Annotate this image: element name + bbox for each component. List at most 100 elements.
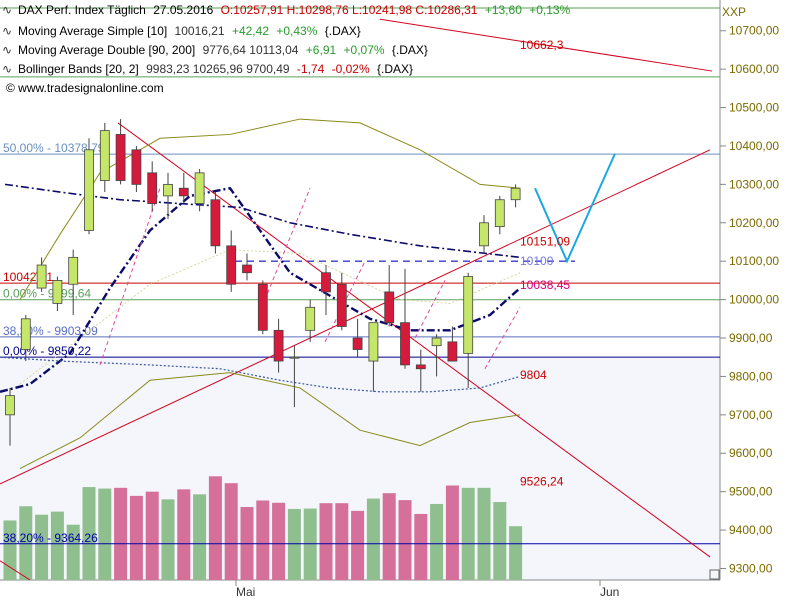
- volume-bar: [66, 524, 80, 580]
- forecast-path: [534, 153, 616, 264]
- wave-icon: ∿: [1, 24, 13, 38]
- indicator-name: Bollinger Bands [20, 2]: [18, 62, 139, 76]
- volume-bar: [351, 510, 365, 580]
- level-label: 0,00% - 9999,64: [3, 287, 91, 301]
- y-tick-label: 10300,00: [729, 177, 779, 191]
- volume-bar: [82, 487, 96, 580]
- candle-body: [494, 199, 505, 228]
- candle-body: [384, 291, 395, 324]
- candle-body: [178, 187, 189, 197]
- candle-body: [163, 183, 173, 197]
- candle-body: [210, 199, 221, 247]
- volume-bar: [161, 499, 175, 580]
- volume-bar: [382, 493, 396, 580]
- candle-body: [447, 341, 458, 362]
- wave-icon: ∿: [1, 3, 13, 17]
- bollinger-middle: [19, 249, 521, 385]
- volume-bar: [256, 500, 270, 580]
- candle: [321, 265, 331, 315]
- candle: [447, 326, 458, 362]
- candle: [147, 161, 158, 212]
- x-tick-label: Mai: [236, 585, 255, 599]
- volume-bar: [366, 498, 380, 580]
- indicator-symbol: {.DAX}: [391, 43, 428, 57]
- source-credit: © www.tradesignalonline.com: [6, 81, 164, 95]
- candle-body: [336, 283, 347, 327]
- candle: [20, 314, 31, 362]
- indicator-change: +42,42: [231, 24, 269, 38]
- indicator-name: Moving Average Double [90, 200]: [18, 43, 196, 57]
- y-tick-label: 9400,00: [729, 523, 773, 537]
- y-tick-label: 10700,00: [729, 24, 779, 38]
- y-tick-label: 10100,00: [729, 254, 779, 268]
- instrument-header: ∿ DAX Perf. Index Täglich 27.05.2016 O:10…: [0, 3, 574, 17]
- indicator-symbol: {.DAX}: [377, 62, 414, 76]
- trend-line-top: [379, 18, 713, 72]
- candle: [494, 195, 505, 235]
- volume-bar: [461, 487, 475, 580]
- trend-line-down: [117, 122, 711, 558]
- y-tick-label: 9600,00: [729, 446, 773, 460]
- resize-icon: [709, 569, 720, 580]
- candle-body: [20, 318, 31, 350]
- annotation-label: 10151,09: [520, 235, 570, 249]
- indicator-row[interactable]: ∿ Bollinger Bands [20, 2] 9983,23 10265,9…: [0, 62, 417, 76]
- candle-body: [510, 187, 521, 201]
- candle-body: [273, 329, 284, 362]
- candle-body: [36, 264, 47, 289]
- candle-body: [84, 149, 94, 231]
- candle-body: [131, 149, 142, 185]
- y-tick-label: 9800,00: [729, 369, 773, 383]
- instrument-change: +13,60: [484, 3, 522, 17]
- volume-bar: [272, 502, 286, 580]
- candle: [163, 172, 173, 219]
- level-label: 50,00% - 10378,79: [3, 141, 105, 155]
- candle-body: [431, 337, 442, 347]
- candle: [242, 253, 252, 281]
- candle: [226, 230, 237, 292]
- y-tick-label: 10400,00: [729, 139, 779, 153]
- annotation-label: 10038,45: [520, 278, 570, 292]
- candle-body: [68, 256, 79, 285]
- level-label: 38,20% - 9364,26: [3, 531, 98, 545]
- volume-bar: [98, 488, 112, 580]
- y-tick-label: 10600,00: [729, 62, 779, 76]
- candle: [36, 257, 47, 292]
- ma-simple-10: [0, 186, 521, 393]
- volume-bar: [335, 503, 349, 580]
- candle-body: [99, 130, 110, 181]
- indicator-change: -1,74: [296, 62, 325, 76]
- candle: [131, 145, 142, 193]
- helper-line: [484, 307, 521, 369]
- indicator-pct: +0,07%: [343, 43, 385, 57]
- annotation-label: 9804: [520, 368, 547, 382]
- helper-line: [264, 188, 311, 300]
- candle: [463, 272, 474, 388]
- x-tick-label: Jun: [600, 585, 619, 599]
- indicator-row[interactable]: ∿ Moving Average Simple [10] 10016,21 +42…: [0, 24, 365, 38]
- volume-bar: [224, 483, 238, 580]
- volume-bar: [509, 526, 523, 580]
- candle: [178, 172, 189, 204]
- candle: [400, 268, 410, 369]
- indicator-pct: -0,02%: [331, 62, 370, 76]
- volume-bar: [287, 508, 301, 580]
- volume-bar: [414, 513, 428, 580]
- y-tick-label: 9500,00: [729, 485, 773, 499]
- volume-bar: [3, 520, 17, 580]
- indicator-row[interactable]: ∿ Moving Average Double [90, 200] 9776,64…: [0, 43, 432, 57]
- candle: [305, 299, 316, 342]
- annotation-label: 10100: [520, 254, 554, 268]
- volume-bar: [129, 495, 143, 580]
- candle: [99, 122, 110, 193]
- y-tick-label: 10500,00: [729, 101, 779, 115]
- candle: [431, 334, 442, 377]
- trend-line-corner: [0, 560, 31, 581]
- candle: [52, 276, 63, 312]
- candle: [84, 138, 94, 235]
- candle: [5, 387, 15, 446]
- candle-body: [305, 306, 316, 331]
- candle: [415, 349, 426, 392]
- candle-body: [321, 272, 331, 293]
